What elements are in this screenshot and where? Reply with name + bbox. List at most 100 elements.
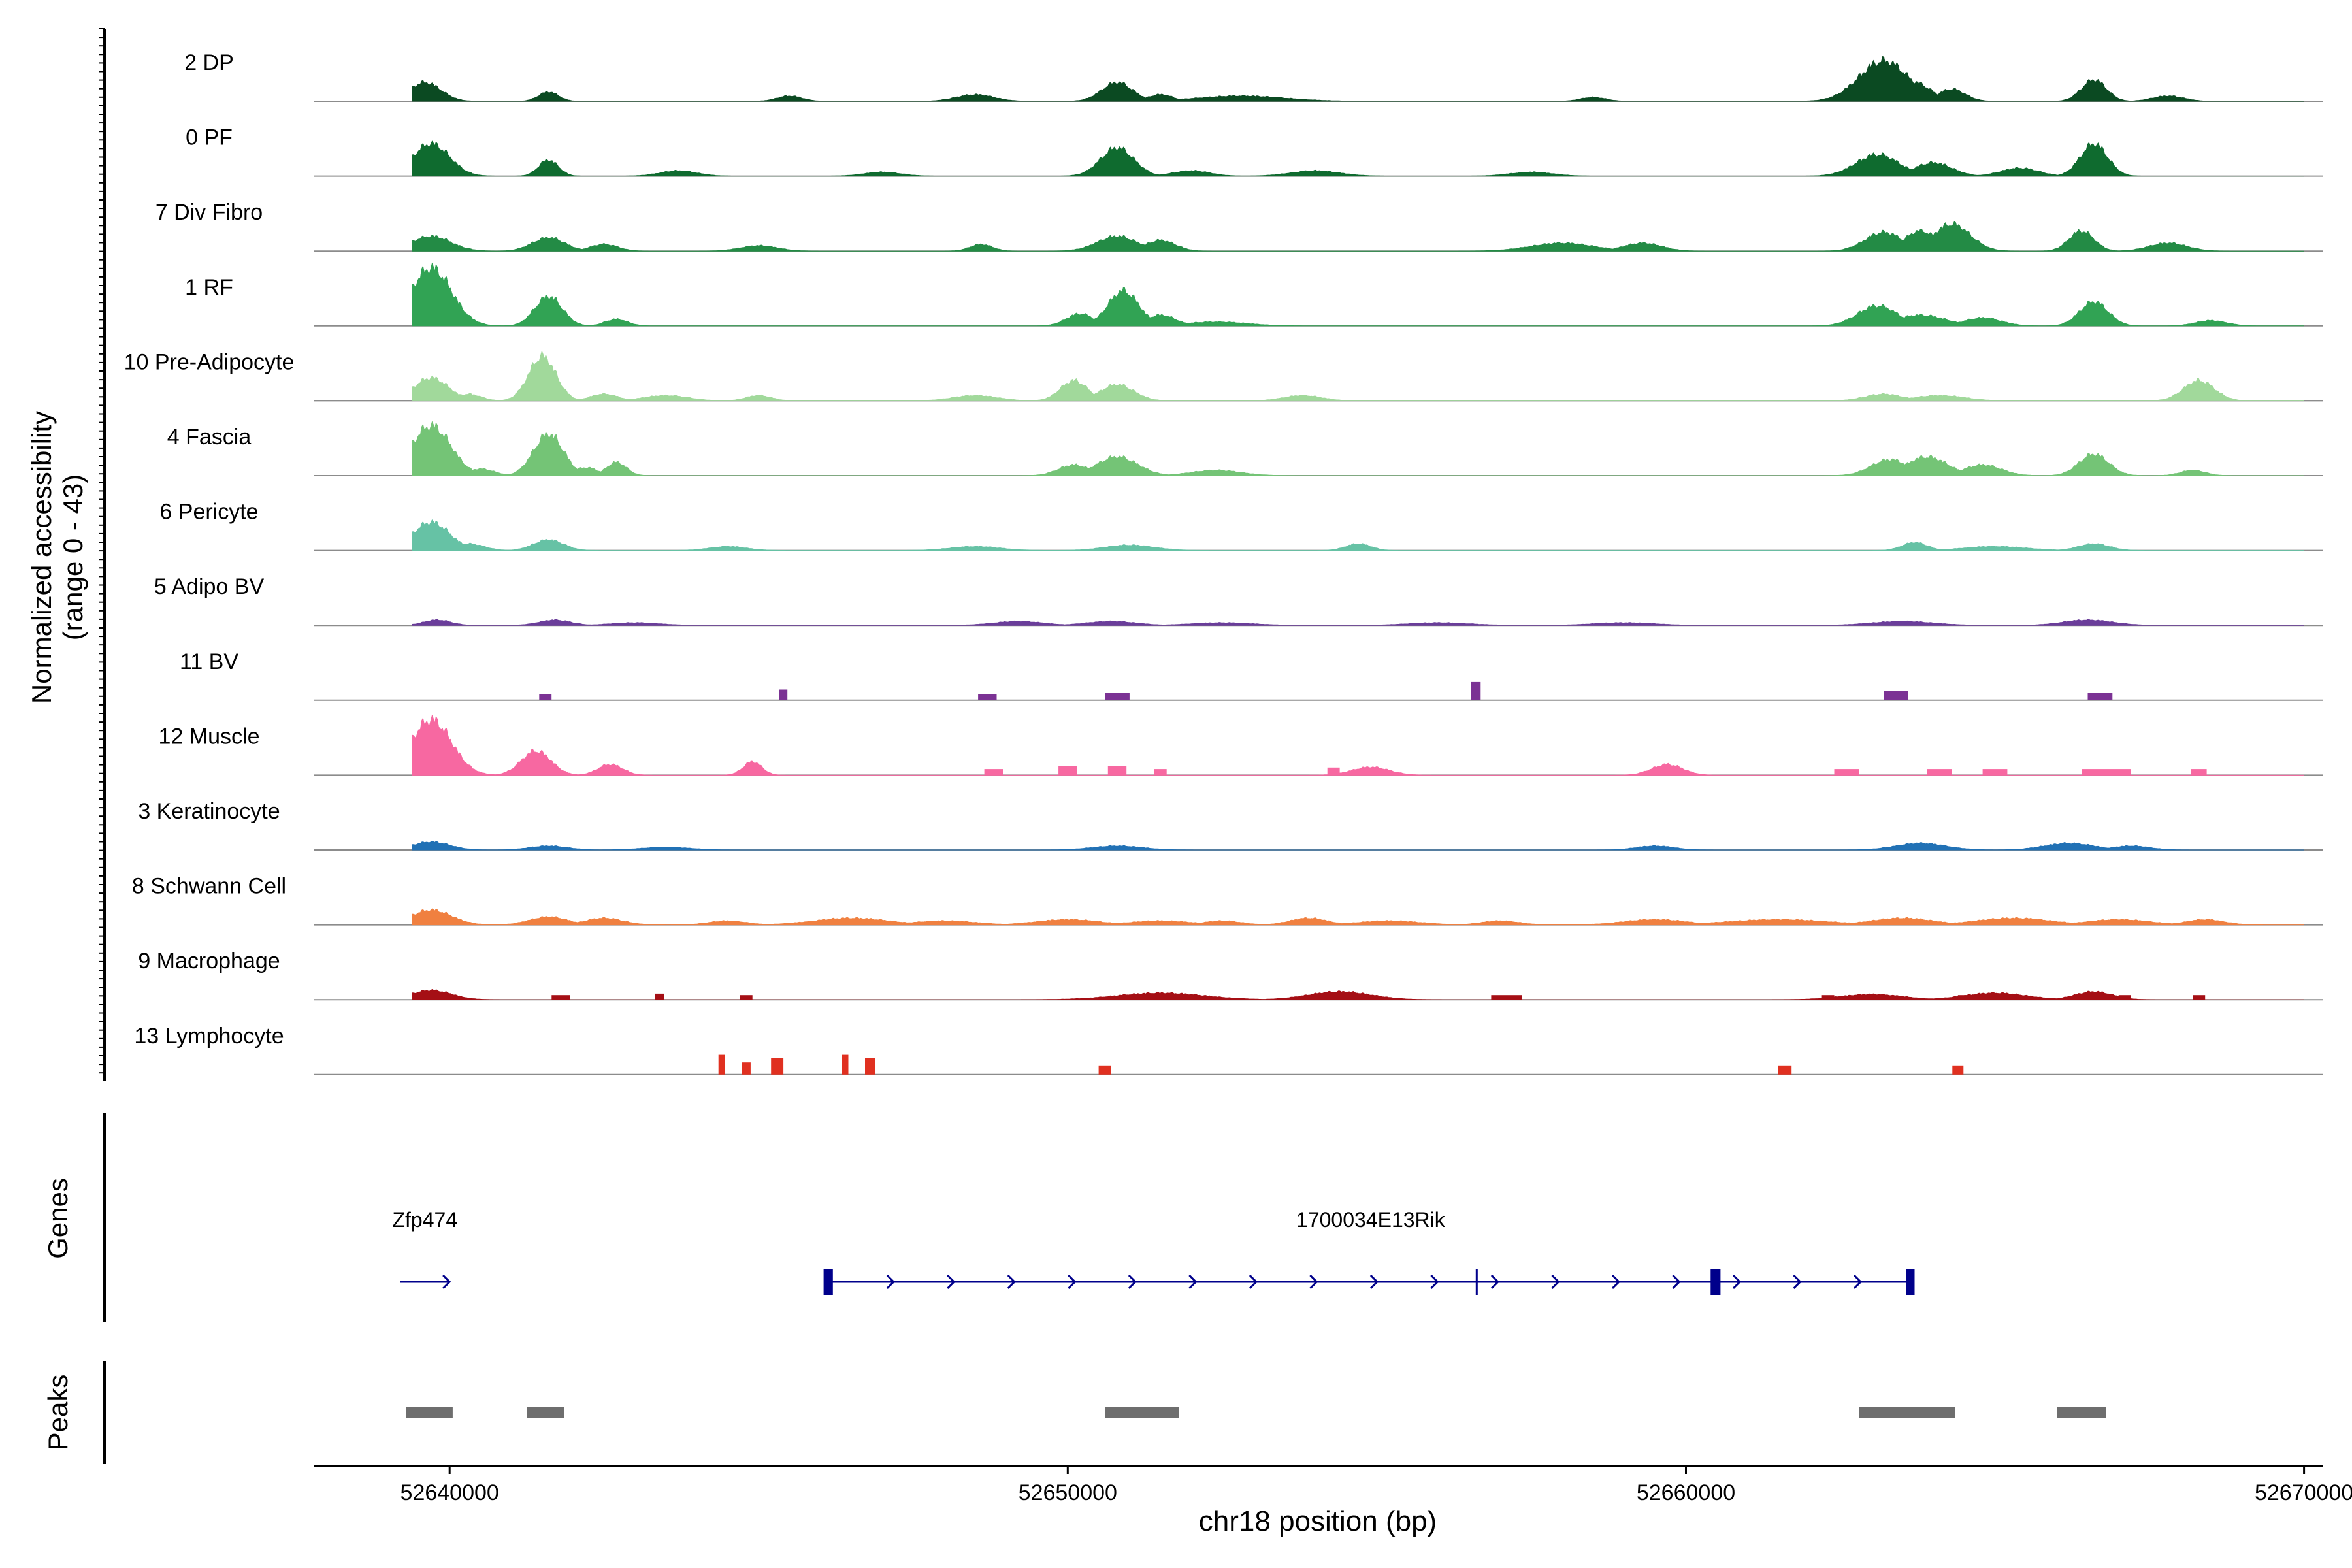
strand-arrow-icon [886,1274,895,1290]
coverage-bar-11-bv-1 [779,689,788,700]
peak-regions [406,1407,2106,1418]
strand-arrow-icon [1309,1274,1318,1290]
strand-arrow-icon [1128,1274,1137,1290]
coverage-bar-9-macrophage-0 [551,995,570,1000]
peaks-panel-label: Peaks [42,1375,73,1451]
coverage-y-axis-label: Normalized accessibility [26,411,57,704]
peak-region-3 [1859,1407,1955,1418]
coverage-y-axis [99,28,106,1081]
coverage-area-5-adipo-bv [412,619,2304,626]
strand-arrow-icon [1068,1274,1077,1290]
coverage-bar-9-macrophage-2 [740,995,753,1000]
exon-1700034e13rik-3 [1906,1269,1915,1295]
gene-1700034e13rik: 1700034E13Rik [823,1208,1915,1295]
coverage-area-7-div-fibro [412,221,2304,252]
track-6-pericyte: 6 Pericyte [159,500,2323,551]
track-7-div-fibro: 7 Div Fibro [155,200,2323,252]
strand-arrow-icon [947,1274,956,1290]
track-13-lymphocyte: 13 Lymphocyte [134,1024,2323,1075]
coverage-bar-12-muscle-9 [2191,769,2207,776]
track-2-dp: 2 DP [184,50,2323,102]
strand-arrow-icon [1611,1274,1621,1290]
x-axis-label: chr18 position (bp) [1199,1505,1437,1537]
coverage-area-3-keratinocyte [412,841,2304,851]
coverage-area-2-dp [412,56,2304,102]
peak-region-4 [2057,1407,2106,1418]
coverage-bar-9-macrophage-1 [655,993,664,1000]
strand-arrow-icon [1672,1274,1681,1290]
track-8-schwann-cell: 8 Schwann Cell [132,874,2323,926]
coverage-tracks: 2 DP 0 PF 7 Div Fibro 1 RF 10 Pre-Adipocyte 4… [124,50,2323,1075]
coverage-bar-12-muscle-6 [1927,769,1952,776]
coverage-bar-12-muscle-2 [1107,766,1127,776]
coverage-bar-13-lymphocyte-1 [742,1062,751,1075]
strand-arrow-icon [1369,1274,1379,1290]
coverage-bar-13-lymphocyte-0 [718,1054,725,1075]
strand-arrow-icon [1732,1274,1742,1290]
coverage-bar-9-macrophage-7 [2193,995,2206,1000]
track-1-rf: 1 RF [185,262,2323,327]
exon-1700034e13rik-2 [1710,1269,1721,1295]
coverage-area-6-pericyte [412,519,2304,551]
coverage-bar-13-lymphocyte-4 [865,1058,875,1075]
track-label-8-schwann-cell: 8 Schwann Cell [132,874,286,899]
coverage-area-8-schwann-cell [412,908,2304,926]
strand-arrow-icon [1249,1274,1258,1290]
strand-arrow-icon [442,1274,451,1290]
coverage-area-4-fascia [412,421,2304,476]
track-label-3-keratinocyte: 3 Keratinocyte [138,799,280,824]
coverage-bar-11-bv-0 [539,694,552,700]
x-tick-label: 52660000 [1637,1480,1735,1505]
coverage-bar-13-lymphocyte-2 [771,1058,784,1075]
x-axis: 52640000 52650000 52660000 52670000 [314,1465,2352,1505]
coverage-bar-9-macrophage-6 [2118,995,2131,1000]
strand-arrow-icon [1853,1274,1863,1290]
coverage-bar-13-lymphocyte-6 [1778,1065,1792,1075]
strand-arrow-icon [1007,1274,1016,1290]
coverage-bar-11-bv-2 [978,694,997,700]
coverage-bar-11-bv-4 [1471,681,1481,700]
track-label-9-macrophage: 9 Macrophage [138,949,280,973]
strand-arrow-icon [1188,1274,1198,1290]
track-label-7-div-fibro: 7 Div Fibro [155,200,263,225]
coverage-area-0-pf [412,140,2304,177]
coverage-y-axis-range-label: (range 0 - 43) [57,474,88,640]
coverage-bar-11-bv-6 [2087,693,2113,700]
strand-arrow-icon [1551,1274,1560,1290]
track-9-macrophage: 9 Macrophage [138,949,2323,1001]
track-label-12-muscle: 12 Muscle [159,724,260,749]
coverage-bar-12-muscle-3 [1154,769,1167,776]
track-label-1-rf: 1 RF [185,275,233,300]
coverage-bar-13-lymphocyte-3 [842,1054,849,1075]
coverage-area-12-muscle [412,714,2304,776]
coverage-bar-12-muscle-5 [1834,769,1859,776]
exon-1700034e13rik-0 [823,1269,833,1295]
gene-annotations: Zfp474 1700034E13Rik [392,1208,1915,1295]
strand-arrow-icon [1430,1274,1439,1290]
coverage-bar-12-muscle-8 [2082,769,2131,776]
coverage-bar-9-macrophage-4 [1821,995,1835,1000]
coverage-bar-11-bv-5 [1884,691,1908,700]
exon-1700034e13rik-1 [1475,1269,1478,1295]
track-label-5-adipo-bv: 5 Adipo BV [154,574,265,599]
coverage-bar-12-muscle-1 [1058,766,1077,776]
track-10-pre-adipocyte: 10 Pre-Adipocyte [124,350,2323,402]
track-label-2-dp: 2 DP [184,50,234,75]
track-12-muscle: 12 Muscle [159,714,2323,776]
gene-name-1700034e13rik: 1700034E13Rik [1296,1208,1446,1232]
track-label-13-lymphocyte: 13 Lymphocyte [134,1024,284,1049]
coverage-bar-12-muscle-7 [1982,769,2008,776]
strand-arrow-icon [1490,1274,1500,1290]
coverage-bar-13-lymphocyte-7 [1952,1065,1964,1075]
coverage-bar-11-bv-3 [1105,693,1130,700]
coverage-area-9-macrophage [412,989,2304,1000]
peak-region-1 [527,1407,564,1418]
coverage-area-10-pre-adipocyte [412,350,2304,401]
coverage-bar-9-macrophage-3 [1491,995,1522,1000]
track-5-adipo-bv: 5 Adipo BV [154,574,2323,627]
peak-region-0 [406,1407,453,1418]
track-label-6-pericyte: 6 Pericyte [159,500,258,525]
peak-region-2 [1105,1407,1179,1418]
gene-zfp474: Zfp474 [392,1208,457,1290]
